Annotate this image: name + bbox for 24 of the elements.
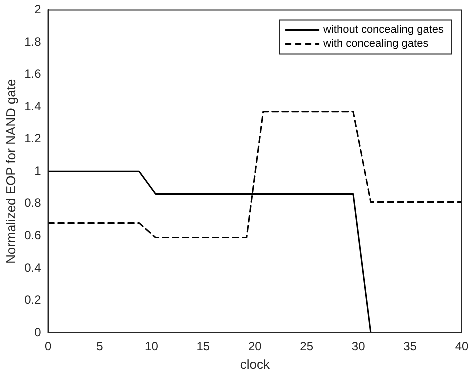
y-tick-label: 2 (34, 2, 42, 17)
x-axis-title: clock (240, 356, 270, 372)
y-tick-label: 0.4 (24, 260, 42, 275)
y-tick-label: 0 (34, 325, 42, 340)
x-tick-label: 30 (352, 340, 366, 354)
y-tick-label: 1 (34, 164, 42, 178)
y-axis-title: Normalized EOP for NAND gate (3, 79, 18, 264)
x-tick-label: 40 (455, 340, 469, 354)
x-tick-label: 10 (145, 340, 159, 354)
y-tick-label: 1.6 (24, 67, 42, 82)
x-tick-label: 5 (96, 340, 104, 354)
x-tick-label: 25 (300, 340, 314, 354)
y-tick-label: 0.8 (24, 196, 42, 210)
y-tick-label: 1.4 (24, 99, 42, 114)
y-tick-label: 1.8 (24, 34, 42, 49)
x-tick-label: 0 (44, 340, 52, 354)
y-tick-label: 0.2 (24, 293, 42, 308)
x-tick-label: 15 (196, 340, 210, 354)
legend-label: with concealing gates (322, 38, 430, 50)
x-tick-label: 20 (248, 340, 262, 354)
legend-label: without concealing gates (322, 24, 444, 36)
y-tick-label: 1.2 (24, 132, 42, 146)
x-tick-label: 35 (404, 340, 418, 354)
y-tick-label: 0.6 (24, 228, 42, 242)
